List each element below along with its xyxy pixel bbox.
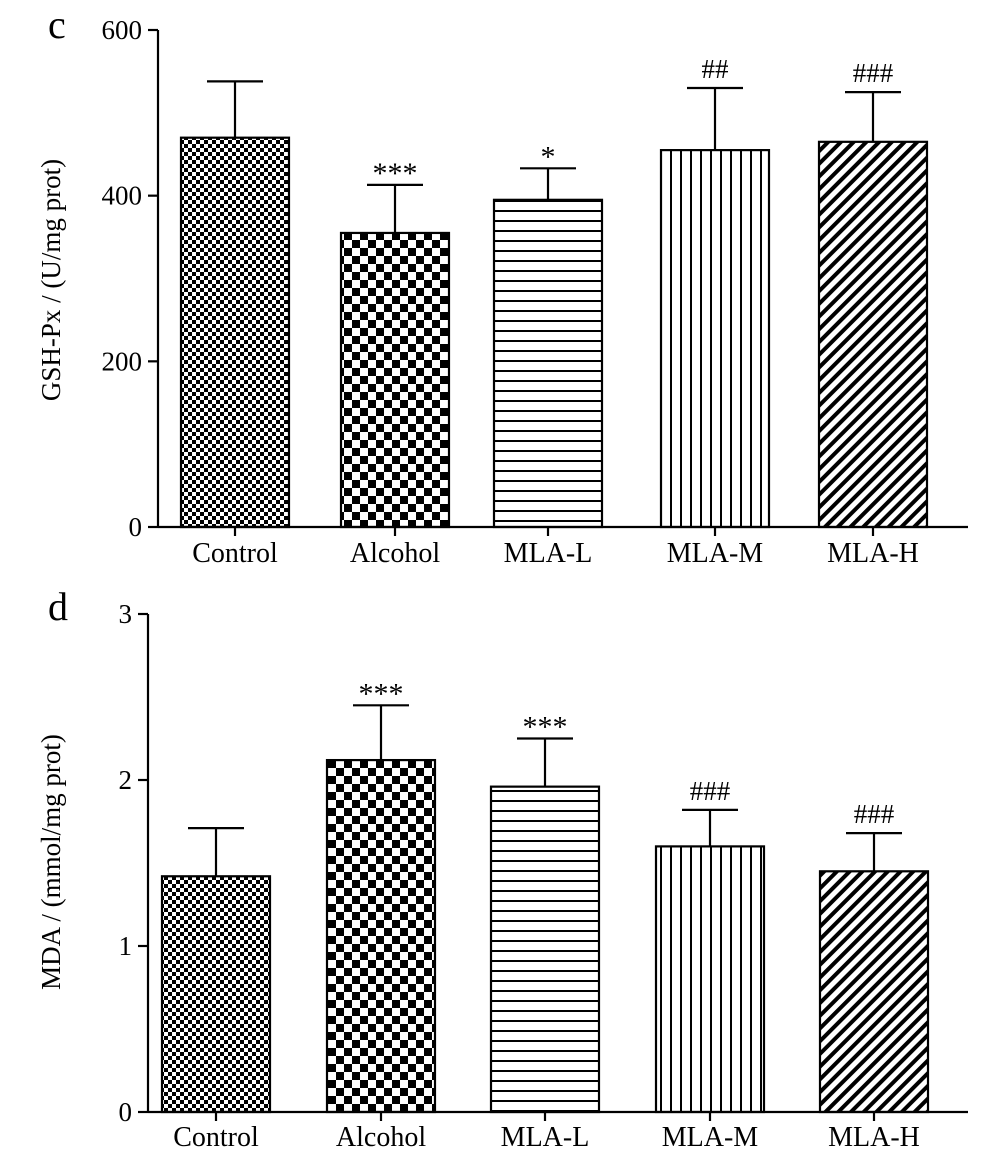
y-tick-label: 600 (102, 15, 143, 45)
panel-letter: d (48, 584, 68, 629)
x-tick-label-alcohol: Alcohol (350, 538, 440, 569)
significance-mla-m: ## (702, 54, 730, 84)
y-ticks: 0 1 2 3 (119, 599, 148, 1127)
bar-mla-h (818, 870, 930, 1114)
x-tick-label-mla-l: MLA-L (501, 1122, 590, 1153)
bar-alcohol (339, 231, 451, 529)
x-tick-label-mla-m: MLA-M (667, 538, 764, 569)
y-axis-title: GSH-Px / (U/mg prot) (36, 159, 66, 401)
error-bar-group (188, 704, 902, 877)
panel-c: c GSH-Px / (U/mg prot) ****## ### 0200400… (36, 2, 968, 569)
error-bar-group (207, 80, 901, 233)
annotation-group: *** *** ### ### (359, 677, 895, 829)
significance-alcohol: *** (373, 157, 418, 190)
x-category-labels: Control Alcohol MLA-L MLA-M MLA-H (173, 1122, 920, 1153)
bar-mla-l (492, 198, 604, 529)
bar-mla-l (489, 785, 601, 1114)
axes (156, 30, 968, 536)
y-tick-label: 0 (129, 512, 143, 542)
bar-group (160, 758, 930, 1114)
significance-mla-h: ### (853, 58, 894, 88)
bar-mla-m (654, 845, 766, 1114)
bar-mla-h (817, 140, 929, 529)
x-tick-label-control: Control (173, 1122, 259, 1153)
panel-letter: c (48, 2, 66, 47)
axes (146, 614, 968, 1121)
bar-control (160, 875, 272, 1114)
y-ticks: 0 200 400 600 (102, 15, 158, 542)
x-tick-label-mla-h: MLA-H (828, 1122, 920, 1153)
x-category-labels: Control Alcohol MLA-L MLA-M MLA-H (192, 538, 919, 569)
significance-mla-m: ### (690, 776, 731, 806)
y-tick-label: 0 (119, 1097, 133, 1127)
x-tick-label-mla-l: MLA-L (504, 538, 593, 569)
y-tick-label: 1 (119, 931, 133, 961)
y-tick-label: 2 (119, 765, 133, 795)
x-tick-label-mla-m: MLA-M (662, 1122, 759, 1153)
significance-mla-h: ### (854, 799, 895, 829)
y-tick-label: 3 (119, 599, 133, 629)
bar-group (179, 136, 929, 529)
x-tick-label-mla-h: MLA-H (827, 538, 919, 569)
significance-mla-l: *** (523, 711, 568, 744)
panel-d: d MDA / (mmol/mg prot) *** *** ### ### 0 1 2 3… (36, 584, 968, 1153)
significance-alcohol: *** (359, 677, 404, 710)
annotation-group: ****## ### (373, 54, 894, 190)
bar-alcohol (325, 758, 437, 1114)
x-tick-label-alcohol: Alcohol (336, 1122, 426, 1153)
bar-mla-m (659, 149, 771, 529)
x-tick-label-control: Control (192, 538, 278, 569)
y-tick-label: 200 (102, 346, 143, 376)
y-axis-title: MDA / (mmol/mg prot) (36, 734, 66, 990)
bar-control (179, 136, 291, 529)
y-tick-label: 400 (102, 181, 143, 211)
significance-mla-l: * (541, 140, 556, 173)
